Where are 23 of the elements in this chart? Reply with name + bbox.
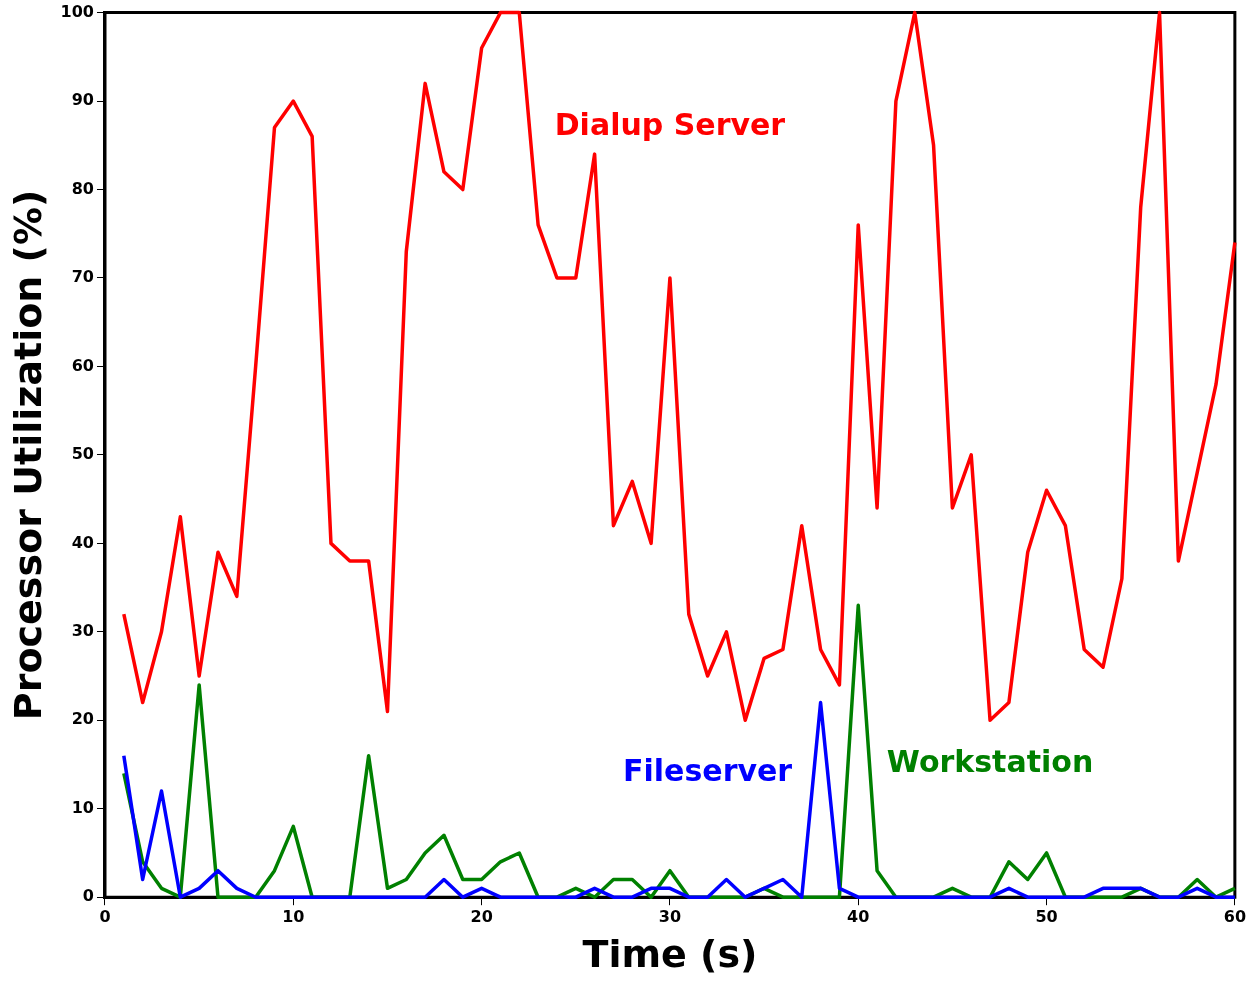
y-tick-label: 50 bbox=[71, 444, 94, 464]
y-tick-label: 60 bbox=[71, 355, 94, 375]
x-axis-title: Time (s) bbox=[582, 932, 758, 977]
x-tick-label: 60 bbox=[1223, 906, 1246, 926]
x-tick-label: 0 bbox=[99, 906, 111, 926]
x-tick-label: 30 bbox=[658, 906, 682, 926]
y-tick-label: 90 bbox=[71, 90, 94, 110]
series-label: Dialup Server bbox=[554, 107, 786, 143]
y-tick-label: 30 bbox=[71, 620, 94, 640]
y-tick-label: 80 bbox=[71, 178, 94, 198]
x-tick-label: 50 bbox=[1035, 906, 1058, 926]
x-tick-label: 40 bbox=[847, 906, 870, 926]
series-label: Workstation bbox=[886, 744, 1094, 780]
x-tick-label: 10 bbox=[282, 906, 305, 926]
y-tick-label: 20 bbox=[71, 709, 94, 729]
y-tick-label: 100 bbox=[60, 1, 94, 21]
y-tick-label: 70 bbox=[71, 267, 94, 287]
y-tick-label: 40 bbox=[71, 532, 94, 552]
y-axis-title: Processor Utilization (%) bbox=[5, 189, 50, 721]
x-tick-label: 20 bbox=[470, 906, 493, 926]
series-label: Fileserver bbox=[623, 753, 793, 789]
y-tick-label: 0 bbox=[82, 886, 94, 906]
y-tick-label: 10 bbox=[71, 797, 94, 817]
